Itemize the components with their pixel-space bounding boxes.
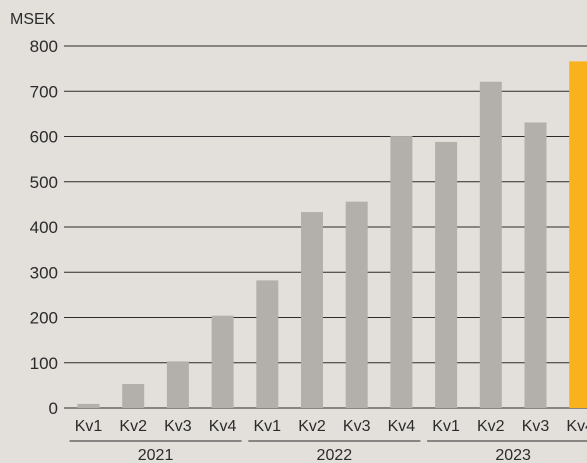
bars [77,61,587,409]
y-tick-label: 100 [30,354,58,373]
x-tick-label: Kv2 [119,418,147,435]
bar [77,403,100,408]
bar [122,384,145,408]
y-tick-label: 700 [30,82,58,101]
x-tick-label: Kv2 [298,418,326,435]
gridlines [64,45,587,409]
group-label: 2021 [138,447,174,463]
bar [256,280,279,408]
year-groups: 2021 2022 2023 [69,440,587,463]
group-label: 2023 [495,447,531,463]
bar [524,122,547,408]
y-tick-label: 200 [30,309,58,328]
y-tick-label: 800 [30,37,58,56]
bar [301,212,323,408]
x-tick-label: Kv1 [75,418,103,435]
group-label: 2022 [317,447,353,463]
bar [166,361,189,408]
bar [345,201,368,408]
y-tick-label: 600 [30,128,58,147]
x-tick-label: Kv4 [209,418,237,435]
x-tick-label: Kv3 [164,418,192,435]
bar [435,141,458,408]
bar [569,61,587,408]
y-tick-label: 300 [30,263,58,282]
y-axis-ticks: 0 100 200 300 400 500 600 700 800 [30,37,58,418]
x-tick-label: Kv3 [343,418,371,435]
bar [211,315,234,408]
bar [479,81,502,408]
x-tick-label: Kv2 [477,418,505,435]
x-tick-label: Kv1 [254,418,282,435]
x-tick-label: Kv1 [432,418,460,435]
x-tick-label: Kv4 [566,418,587,435]
y-tick-label: 0 [49,399,58,418]
y-tick-label: 500 [30,173,58,192]
x-tick-label: Kv4 [388,418,416,435]
category-labels: Kv1 Kv2 Kv3 Kv4 Kv1 Kv2 Kv3 Kv4 Kv1 Kv2 Kv3 Kv4 [75,418,587,435]
y-unit-label: MSEK [10,11,56,28]
y-tick-label: 400 [30,218,58,237]
bar [390,136,413,409]
x-tick-label: Kv3 [522,418,550,435]
